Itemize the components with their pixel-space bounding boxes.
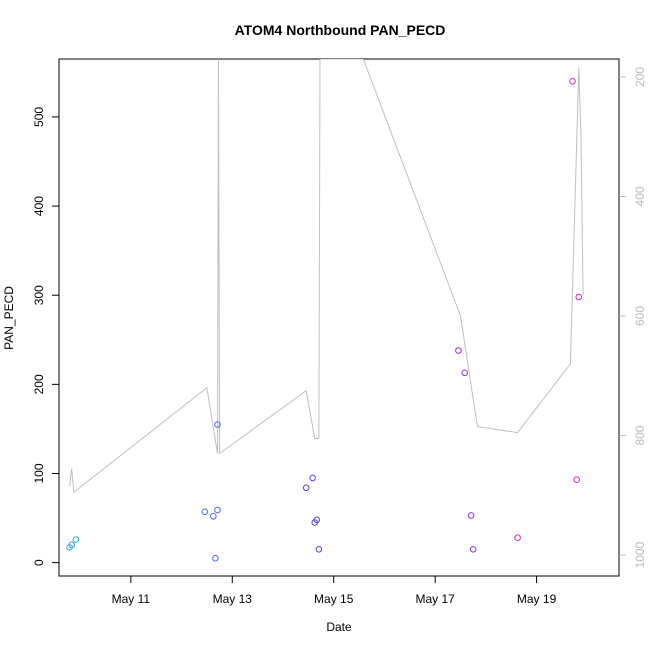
data-point: [569, 78, 576, 85]
data-point: [214, 421, 221, 428]
y-axis-right: 200 400 600 800 1000: [619, 67, 647, 568]
data-point: [212, 554, 219, 562]
y-tick-label: 0: [32, 559, 46, 566]
y-tick-label: 100: [32, 463, 46, 483]
x-axis-label: Date: [326, 620, 352, 634]
x-tick-label: May 15: [314, 592, 354, 606]
right-y-tick-label: 200: [633, 67, 647, 87]
data-point: [214, 506, 221, 514]
data-point: [514, 534, 521, 542]
chart-title: ATOM4 Northbound PAN_PECD: [235, 22, 446, 38]
depth-line-layer: [69, 59, 584, 494]
data-point: [455, 347, 462, 354]
right-y-tick-label: 800: [633, 425, 647, 445]
x-axis: May 11 May 13 May 15 May 17 May 19: [112, 576, 557, 606]
y-tick-label: 200: [32, 374, 46, 394]
data-point: [467, 512, 475, 519]
data-point: [302, 484, 310, 492]
data-point: [313, 516, 321, 524]
data-point: [210, 513, 217, 520]
x-tick-label: May 11: [112, 592, 151, 606]
data-point: [469, 546, 477, 553]
right-y-tick-label: 1000: [633, 541, 647, 568]
right-y-tick-label: 600: [633, 306, 647, 326]
right-y-tick-label: 400: [633, 186, 647, 206]
data-point: [573, 476, 581, 484]
y-tick-label: 300: [32, 285, 46, 305]
y-tick-label: 400: [32, 196, 46, 216]
data-point: [72, 536, 80, 543]
x-tick-label: May 19: [517, 592, 557, 606]
plot-frame: [58, 58, 620, 577]
y-axis-label: PAN_PECD: [2, 286, 16, 350]
x-tick-label: May 13: [213, 592, 253, 606]
y-tick-label: 500: [32, 107, 46, 127]
x-tick-label: May 17: [415, 592, 455, 606]
data-point: [201, 508, 209, 516]
y-axis: 0 100 200 300 400 500: [32, 107, 59, 566]
data-point: [309, 474, 316, 482]
depth-line: [69, 59, 584, 494]
points-layer: [66, 78, 583, 562]
data-point: [68, 541, 75, 549]
data-point: [575, 293, 583, 301]
data-point: [461, 369, 469, 377]
data-point: [315, 546, 323, 553]
